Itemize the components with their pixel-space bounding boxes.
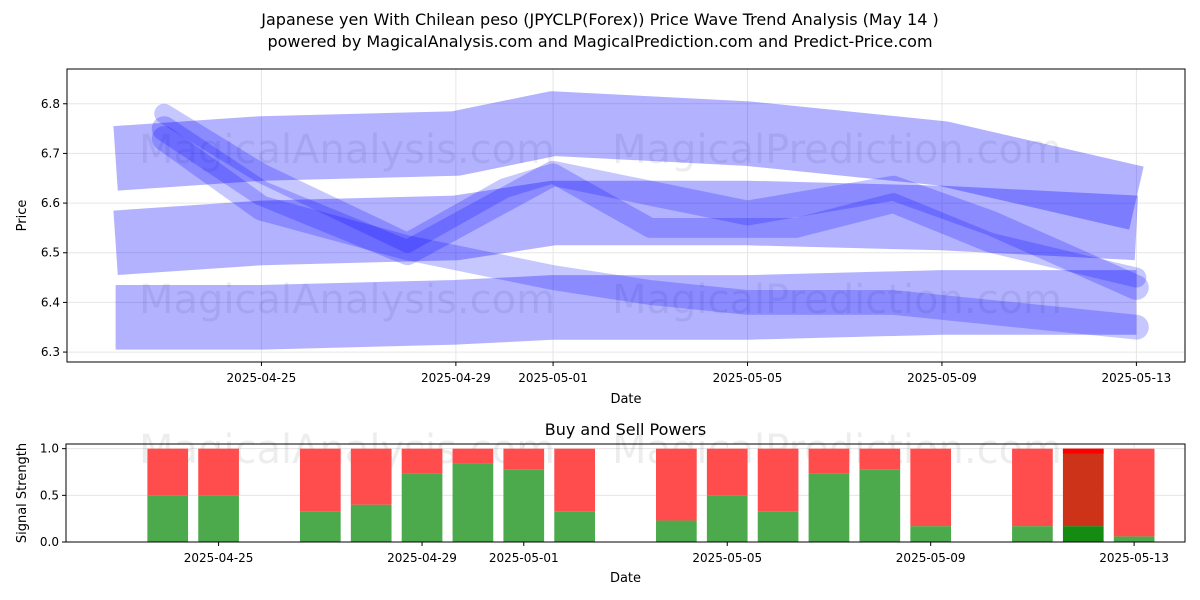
watermark-text: MagicalPrediction.com: [612, 277, 1062, 323]
signal-y-axis-label: Signal Strength: [15, 443, 30, 543]
signal-y-tick-label: 0.5: [40, 488, 59, 502]
signal-y-tick-label: 1.0: [40, 442, 59, 456]
price-y-axis-label: Price: [15, 200, 30, 232]
wave-band: [113, 91, 1144, 230]
signal-x-tick-label: 2025-05-13: [1099, 551, 1169, 565]
buy-power-bar: [554, 511, 595, 542]
chart-title: Japanese yen With Chilean peso (JPYCLP(F…: [261, 10, 939, 29]
sell-power-bar: [554, 448, 595, 512]
price-y-tick-label: 6.3: [41, 345, 60, 359]
buy-power-bar: [910, 526, 952, 542]
signal-x-tick-label: 2025-05-05: [692, 551, 762, 565]
watermark-text: MagicalAnalysis.com: [139, 277, 555, 323]
buy-power-bar: [350, 504, 392, 542]
buy-power-bar: [1113, 536, 1155, 542]
watermark-text: MagicalPrediction.com: [612, 127, 1062, 173]
sell-power-bar-cap: [1062, 448, 1104, 454]
wave-band: [151, 126, 1149, 340]
sell-power-bar: [1113, 448, 1155, 537]
price-y-tick-label: 6.8: [41, 97, 60, 111]
sell-power-bar: [910, 448, 952, 527]
wave-band: [115, 270, 1137, 350]
sell-power-bar: [1062, 448, 1104, 527]
buy-power-bar: [757, 511, 799, 542]
buy-power-bar: [859, 469, 901, 542]
price-x-axis-label: Date: [610, 392, 641, 407]
price-x-tick-label: 2025-05-09: [907, 371, 977, 385]
buy-power-bar: [299, 511, 341, 542]
price-x-tick-label: 2025-05-13: [1102, 371, 1172, 385]
sell-power-bar: [401, 448, 443, 474]
signal-x-tick-label: 2025-04-29: [387, 551, 457, 565]
sell-power-bar: [350, 448, 392, 505]
wave-band: [113, 180, 1139, 276]
wave-band-group: [113, 91, 1149, 350]
buy-power-bar: [198, 495, 239, 542]
signal-x-tick-label: 2025-04-25: [184, 551, 254, 565]
wave-band: [151, 116, 1149, 300]
wave-band: [154, 103, 1147, 288]
chart-subtitle: powered by MagicalAnalysis.com and Magic…: [267, 32, 933, 51]
watermark-text: MagicalAnalysis.com: [139, 127, 555, 173]
buy-power-bar: [503, 469, 545, 542]
sell-power-bar: [859, 448, 901, 470]
sell-power-bar: [656, 448, 697, 521]
price-y-tick-label: 6.7: [41, 146, 60, 160]
buy-power-bar: [808, 473, 850, 542]
signal-x-axis-label: Date: [610, 571, 641, 586]
sell-power-bar: [757, 448, 799, 512]
signal-y-tick-label: 0.0: [40, 535, 59, 549]
signal-x-tick-label: 2025-05-09: [896, 551, 966, 565]
buy-power-bar: [1012, 526, 1053, 542]
sell-power-bar: [299, 448, 341, 512]
buy-power-bar: [452, 463, 494, 542]
buy-power-bar: [706, 495, 748, 542]
sell-power-bar: [452, 448, 494, 464]
sell-power-bar: [1012, 448, 1053, 527]
buy-power-bar: [147, 495, 189, 542]
sell-power-bar: [706, 448, 748, 496]
buy-power-bar: [401, 473, 443, 542]
buy-power-bar: [1062, 526, 1104, 542]
price-x-tick-label: 2025-04-25: [227, 371, 297, 385]
price-x-tick-label: 2025-04-29: [421, 371, 491, 385]
price-x-tick-label: 2025-05-01: [518, 371, 588, 385]
price-plot-frame: [66, 68, 1186, 363]
price-y-tick-label: 6.5: [41, 246, 60, 260]
price-x-tick-label: 2025-05-05: [713, 371, 783, 385]
price-y-tick-label: 6.4: [41, 295, 60, 309]
sell-power-bar: [503, 448, 545, 470]
sell-power-bar: [808, 448, 850, 474]
price-y-tick-label: 6.6: [41, 196, 60, 210]
signal-plot-frame: [65, 443, 1186, 543]
sell-power-bar: [198, 448, 239, 496]
signal-x-tick-label: 2025-05-01: [489, 551, 559, 565]
signal-chart-title: Buy and Sell Powers: [545, 420, 707, 439]
buy-power-bar: [656, 520, 697, 542]
sell-power-bar: [147, 448, 189, 496]
